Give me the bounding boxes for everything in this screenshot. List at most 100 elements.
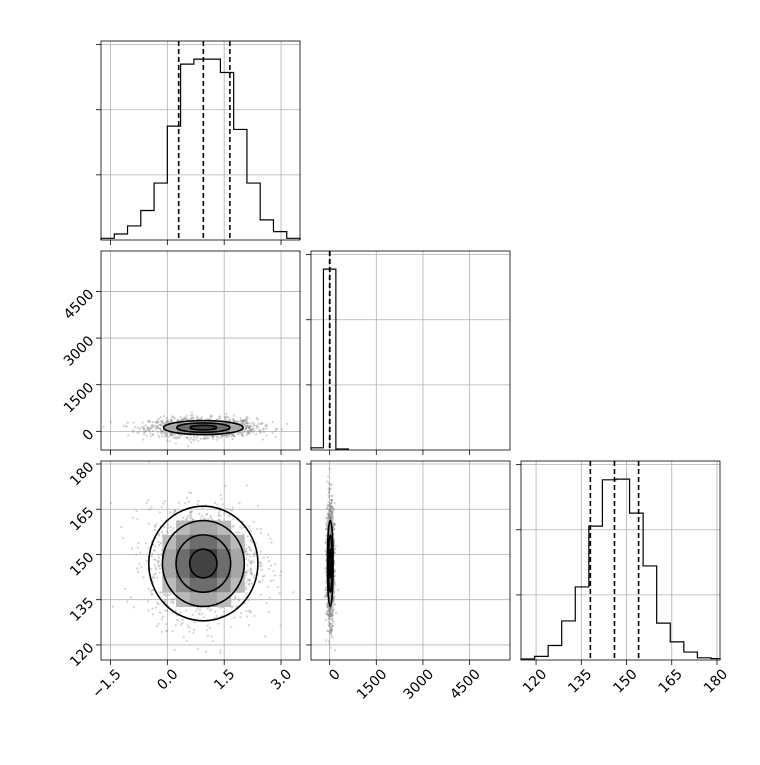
joint-p1-p2-point xyxy=(329,513,332,517)
joint-p0-p1-point xyxy=(174,437,178,440)
joint-p1-p2-point xyxy=(329,487,332,490)
joint-p0-p2-point xyxy=(225,507,228,510)
joint-p0-p1-point xyxy=(259,430,262,434)
joint-p0-p1-point xyxy=(178,436,181,439)
joint-p0-p2-point xyxy=(152,580,155,583)
joint-p1-p2-point xyxy=(327,624,330,627)
joint-p0-p1-point xyxy=(169,433,173,436)
joint-p0-p2-density xyxy=(162,520,245,607)
joint-p0-p2-point xyxy=(189,513,193,516)
joint-p0-p1-point xyxy=(242,419,245,422)
joint-p0-p2-point xyxy=(261,575,265,578)
joint-p1-p2-point xyxy=(328,612,332,615)
joint-p0-p2-point xyxy=(174,624,177,627)
joint-p0-p1-point xyxy=(232,414,235,417)
joint-p0-p2-point xyxy=(154,606,158,609)
joint-p0-p1-point xyxy=(249,428,252,431)
joint-p0-p2-point xyxy=(154,558,157,562)
joint-p0-p2-point xyxy=(185,518,188,522)
joint-p1-p2-point xyxy=(329,508,332,511)
joint-p1-p2-point xyxy=(330,628,333,631)
joint-p0-p2-density-cell xyxy=(203,534,218,550)
joint-p0-p2-point xyxy=(260,564,263,567)
joint-p1-p2-point xyxy=(324,528,328,531)
joint-p0-p1-point xyxy=(271,420,275,424)
joint-p0-p2-point xyxy=(155,624,159,628)
joint-p0-p2-point xyxy=(193,621,196,624)
joint-p0-p2-point xyxy=(109,502,113,505)
joint-p1-p2-point xyxy=(325,593,328,597)
joint-p0-p2-point xyxy=(136,567,139,570)
joint-p0-p2-point xyxy=(258,580,262,584)
joint-p0-p1-point xyxy=(152,424,155,427)
joint-p0-p2-point xyxy=(244,585,248,589)
joint-p0-p2-point xyxy=(261,579,264,582)
joint-p1-p2-density-cell xyxy=(329,577,331,593)
joint-p1-p2-contour-0 xyxy=(328,548,333,579)
joint-p0-p2-density-cell xyxy=(203,592,218,607)
joint-p0-p1-point xyxy=(181,418,184,421)
joint-p0-p2-point xyxy=(211,640,215,643)
joint-p0-p1-point xyxy=(217,415,221,418)
joint-p1-p2-point xyxy=(327,617,330,620)
joint-p0-p1-point xyxy=(264,428,267,431)
joint-p1-p2-point xyxy=(326,610,329,613)
joint-p0-p1-point xyxy=(196,416,199,419)
joint-p0-p2-point xyxy=(145,501,148,505)
joint-p0-p2-point xyxy=(208,626,212,629)
joint-p0-p1-point xyxy=(249,425,252,428)
joint-p1-p2-point xyxy=(329,502,332,506)
joint-p1-p2-point xyxy=(329,505,332,508)
joint-p0-p2-point xyxy=(153,573,156,576)
joint-p0-p2-point xyxy=(132,606,135,609)
joint-p0-p1-point xyxy=(185,414,188,418)
joint-p0-p2-point xyxy=(201,612,204,615)
joint-p1-p2-point xyxy=(328,609,331,612)
joint-p0-p2-point xyxy=(238,502,241,505)
joint-p0-p1-point xyxy=(211,435,215,438)
joint-p0-p1-point xyxy=(155,420,159,423)
joint-p1-p2-point xyxy=(329,509,332,512)
joint-p0-p1-point xyxy=(145,434,148,437)
joint-p0-p1-point xyxy=(249,422,252,425)
joint-p0-p2-density-cell xyxy=(203,520,218,536)
joint-p0-p1-point xyxy=(245,415,248,419)
joint-p0-p1-point xyxy=(218,417,221,420)
joint-p1-p2-point xyxy=(332,524,335,527)
joint-p1-p2-point xyxy=(328,631,331,634)
joint-p0-p1-point xyxy=(190,436,193,440)
joint-p0-p2-density-cell xyxy=(216,563,232,579)
joint-p0-p2-point xyxy=(258,561,262,564)
marginal-1-frame xyxy=(310,250,511,451)
joint-p0-p1-point xyxy=(203,436,206,439)
joint-p0-p1-point xyxy=(210,415,213,418)
joint-p0-p2-point xyxy=(249,539,252,542)
joint-p0-p2-point xyxy=(206,624,209,627)
joint-p0-p1-point xyxy=(156,419,159,422)
joint-p1-p2-point xyxy=(327,491,331,494)
joint-p1-p2-point xyxy=(331,514,334,517)
joint-p0-p1-density-cell xyxy=(176,425,191,429)
joint-p0-p2-point xyxy=(169,592,172,596)
joint-p1-p2-point xyxy=(331,512,334,515)
joint-p0-p2-density-cell xyxy=(176,592,191,607)
joint-p0-p1-point xyxy=(155,421,158,425)
joint-p0-p2-point xyxy=(205,513,208,516)
joint-p0-p1-point xyxy=(142,427,145,430)
joint-p0-p1-point xyxy=(183,416,186,419)
joint-p0-p2-density-cell xyxy=(162,577,177,593)
joint-p1-p2-frame xyxy=(310,460,511,661)
joint-p1-p2-point xyxy=(331,610,334,613)
joint-p0-p2-point xyxy=(157,534,161,537)
joint-p0-p2-point xyxy=(230,625,233,629)
joint-p0-p1-point xyxy=(144,430,147,433)
joint-p0-p2-point xyxy=(153,564,156,567)
joint-p0-p1-point xyxy=(246,421,249,424)
joint-p0-p1-point xyxy=(261,428,265,431)
marginal-0-histogram xyxy=(100,58,301,240)
joint-p1-p2-point xyxy=(333,547,336,550)
joint-p1-p2-point xyxy=(329,622,332,625)
joint-p0-p2-point xyxy=(157,564,160,567)
joint-p0-p1-point xyxy=(219,415,222,418)
joint-p1-p2-point xyxy=(327,504,330,507)
